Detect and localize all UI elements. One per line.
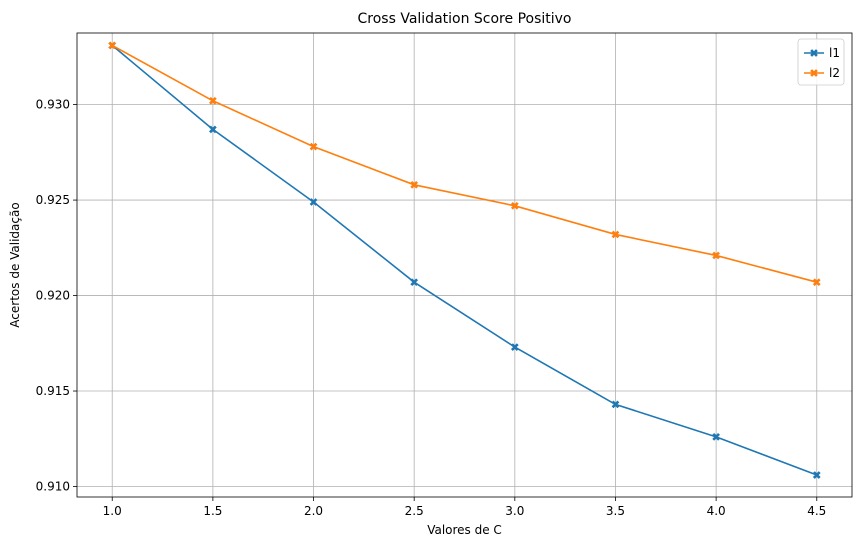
data-point-l2: [712, 251, 721, 260]
x-tick-label: 2.5: [405, 504, 424, 518]
legend-label-l1: l1: [829, 46, 840, 60]
data-point-l2: [309, 142, 318, 151]
legend-marker-l1: [810, 49, 818, 57]
data-point-l2: [812, 278, 821, 287]
y-axis-title: Acertos de Validação: [8, 202, 22, 327]
series-line-l1: [111, 44, 818, 476]
chart-title: Cross Validation Score Positivo: [358, 11, 572, 27]
y-tick-label: 0.915: [36, 384, 70, 398]
x-tick-label: 3.5: [606, 504, 625, 518]
x-tick-label: 4.0: [707, 504, 726, 518]
x-tick-label: 1.5: [203, 504, 222, 518]
series-l2: [108, 41, 821, 287]
y-tick-label: 0.930: [36, 98, 70, 112]
plot-frame: [76, 32, 853, 498]
data-point-l2: [208, 96, 217, 105]
x-tick-label: 3.0: [505, 504, 524, 518]
data-point-l2: [510, 201, 519, 210]
y-tick-label: 0.925: [36, 193, 70, 207]
data-point-l1: [510, 343, 519, 352]
series-line-l2: [111, 44, 817, 283]
data-point-l1: [712, 432, 721, 441]
data-point-l2: [410, 180, 419, 189]
data-point-l1: [309, 198, 318, 206]
data-point-l2: [108, 41, 117, 50]
x-axis-title: Valores de C: [427, 523, 502, 537]
data-point-l1: [410, 278, 419, 287]
x-tick-label: 4.5: [807, 504, 826, 518]
y-tick-label: 0.910: [36, 479, 70, 493]
data-point-l1: [611, 400, 620, 409]
series-l1: [108, 41, 821, 479]
legend-label-l2: l2: [829, 66, 840, 80]
y-tick-label: 0.920: [36, 289, 70, 303]
data-point-l2: [611, 230, 620, 239]
x-tick-label: 2.0: [304, 504, 323, 518]
data-point-l1: [812, 471, 821, 479]
x-tick-label: 1.0: [103, 504, 122, 518]
data-point-l1: [208, 125, 217, 134]
legend-marker-l2: [810, 69, 818, 77]
series-layer: [108, 41, 821, 479]
x-axis: 1.0 1.5 2.0 2.5 3.0 3.5 4.0 4.5: [103, 497, 826, 518]
grid: [77, 33, 852, 497]
y-axis: 0.910 0.915 0.920 0.925 0.930: [36, 98, 77, 493]
